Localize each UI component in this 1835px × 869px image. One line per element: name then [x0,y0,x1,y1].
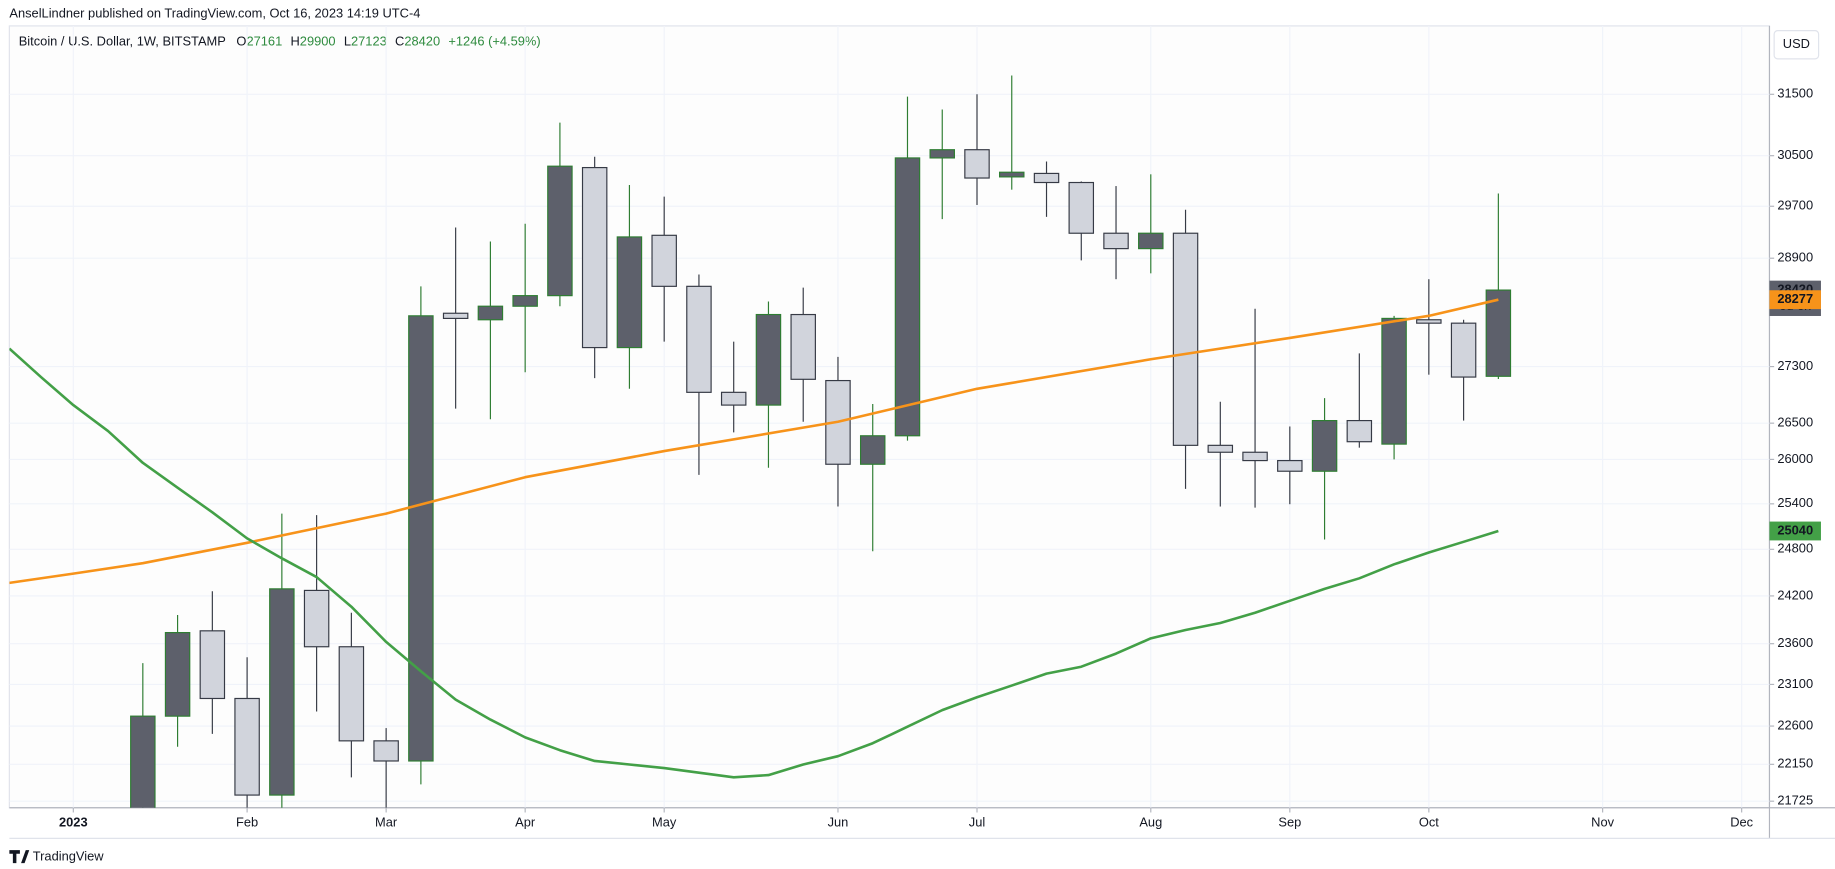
candle-body [859,435,886,465]
candle-body [1068,181,1095,234]
y-tick-label: 24800 [1777,541,1813,556]
currency[interactable]: USD [1783,36,1810,51]
y-tick-label: 24200 [1777,587,1813,602]
candle-body [442,312,469,319]
x-tick-label: Aug [1139,814,1162,829]
candle-body [547,165,573,297]
legend-low: 27123 [351,34,387,49]
candle-body [303,589,330,648]
candle-body [1346,419,1373,443]
ma-price-label: 25040 [1777,522,1813,537]
candle-body [616,236,643,349]
ma-price-badge [1769,521,1821,541]
candle-body [651,234,677,287]
legend-key: L [344,34,351,49]
legend-change: +1246 (+4.59%) [448,34,540,49]
legend-high: 29900 [300,34,336,49]
logo-icon [9,850,30,864]
candle-body [164,631,191,717]
x-tick-label: Mar [375,814,398,829]
candle-body [234,697,260,796]
candle-body [269,588,295,796]
y-tick-label: 26000 [1777,451,1813,466]
y-tick-label: 26500 [1777,415,1813,430]
x-tick-label: Sep [1278,814,1301,829]
y-tick-label: 31500 [1777,86,1813,101]
candle-body [512,295,538,307]
candle-body [408,315,434,762]
candle-body [199,630,226,700]
x-tick-label: Feb [236,814,258,829]
x-tick-label: Jul [969,814,985,829]
candle-body [929,149,955,159]
candle-body [477,305,504,321]
x-tick-label: May [652,814,677,829]
candle-body [1450,322,1477,378]
candle-body [1381,317,1407,445]
y-tick-label: 22600 [1777,717,1813,732]
y-tick-label: 25400 [1777,495,1813,510]
y-tick-label: 30500 [1777,147,1813,162]
x-tick-label: Jun [828,814,849,829]
candle-body [338,646,365,742]
candle-body [999,171,1025,178]
y-tick-label: 22150 [1777,756,1813,771]
header: AnselLindner published on TradingView.co… [9,6,420,21]
candle-body [581,166,608,349]
candle-body [720,391,747,406]
plot [9,25,1770,808]
candle-body [964,149,990,179]
y-tick-label: 21725 [1777,793,1813,808]
ma-price-badge [1769,290,1821,310]
candle-body [1103,232,1129,250]
legend-symbol: Bitcoin / U.S. Dollar, 1W, BITSTAMP [19,34,226,49]
x-tick-label: Nov [1591,814,1614,829]
candle-body [755,313,782,406]
candle-body [373,740,399,762]
ma-price-label: 28277 [1777,291,1813,306]
candle-body [1311,419,1338,472]
y-tick-label: 27300 [1777,358,1813,373]
candle-body [1416,319,1442,324]
legend-key: C [395,34,404,49]
y-tick-label: 28900 [1777,250,1813,265]
candle-body [686,285,712,393]
y-tick-label: 23100 [1777,676,1813,691]
legend: Bitcoin / U.S. Dollar, 1W, BITSTAMP O271… [19,34,541,49]
x-tick-label: Oct [1419,814,1439,829]
candle-body [1172,232,1199,446]
brand-logo [9,850,30,864]
moving-average-line [9,347,1499,779]
legend-key: H [290,34,299,49]
legend-open: 27161 [246,34,282,49]
x-tick-label: Dec [1730,814,1753,829]
legend-close: 28420 [404,34,440,49]
brand: TradingView [33,849,104,864]
candle-body [1485,289,1512,377]
currency-button[interactable] [1773,30,1820,60]
candle-body [1138,232,1164,250]
moving-average-line [9,298,1499,585]
candle-body [1277,459,1303,472]
x-tick-label: 2023 [59,814,88,829]
x-tick-label: Apr [515,814,536,829]
candle-body [1033,172,1060,184]
y-tick-label: 29700 [1777,198,1813,213]
candle-body [790,313,816,380]
candle-body [130,715,156,808]
candle-body [1242,451,1268,462]
y-tick-label: 23600 [1777,635,1813,650]
legend-key: O [236,34,246,49]
candle-body [894,157,921,437]
candle-body [1207,444,1234,453]
